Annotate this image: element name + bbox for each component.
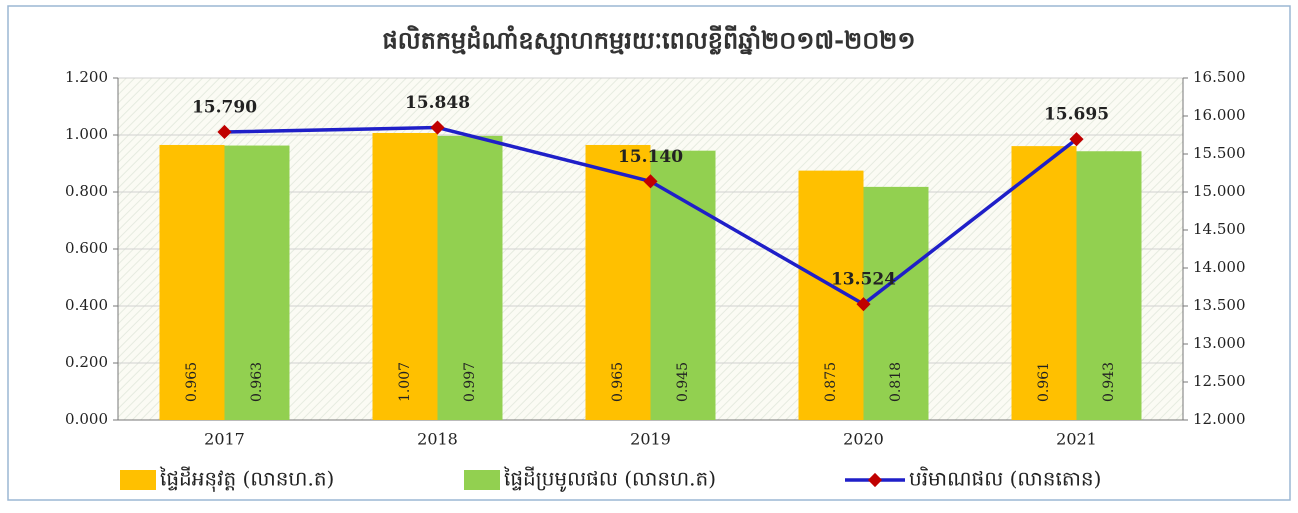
bar — [650, 150, 716, 421]
bar-value-label: 1.007 — [397, 362, 413, 402]
marker — [430, 120, 445, 135]
bar — [863, 186, 929, 420]
bar — [1011, 146, 1077, 421]
bar — [585, 144, 651, 420]
x-tick-label: 2021 — [1056, 430, 1097, 449]
legend-label: ផ្ទៃដីអនុវត្ត (លានហ.ត) — [159, 466, 334, 493]
y-tick-label: 0.600 — [65, 239, 108, 257]
x-tick-label: 2018 — [417, 430, 458, 449]
line-value-label: 15.140 — [618, 147, 683, 167]
y-tick-label: 1.000 — [65, 125, 108, 143]
y-tick-label: 0.800 — [65, 182, 108, 200]
marker — [856, 297, 871, 312]
bar-value-label: 0.818 — [888, 362, 904, 402]
bar-value-label: 0.945 — [675, 362, 691, 402]
bar — [372, 133, 438, 420]
x-tick-label: 2020 — [843, 430, 884, 449]
y-tick-label: 0.200 — [65, 353, 108, 371]
line-value-label: 15.848 — [405, 93, 470, 113]
y2-tick-label: 14.500 — [1193, 220, 1246, 238]
y2-tick-label: 13.000 — [1193, 334, 1246, 352]
y2-tick-label: 16.500 — [1193, 68, 1246, 86]
y2-tick-label: 16.000 — [1193, 106, 1246, 124]
y2-tick-label: 13.500 — [1193, 296, 1246, 314]
line-value-label: 15.695 — [1044, 105, 1109, 125]
bar-value-label: 0.965 — [184, 362, 200, 402]
bar — [1076, 151, 1142, 420]
chart-title: ផលិតកម្មដំណាំឧស្សាហកម្មរយៈពេលខ្លីពីឆ្នាំ… — [382, 25, 915, 56]
legend-swatch — [120, 470, 156, 490]
marker — [217, 124, 232, 140]
bar-value-label: 0.965 — [610, 362, 626, 402]
bar — [224, 145, 290, 421]
bar-value-label: 0.997 — [462, 362, 478, 402]
legend-label: បរិមាណផល (លានតោន) — [909, 466, 1101, 491]
y2-tick-label: 12.500 — [1193, 372, 1246, 390]
marker — [643, 174, 658, 189]
y-tick-label: 1.200 — [65, 68, 108, 86]
bar-value-label: 0.961 — [1036, 362, 1052, 402]
bar — [798, 170, 864, 420]
y2-tick-label: 15.000 — [1193, 182, 1246, 200]
y2-tick-label: 15.500 — [1193, 144, 1246, 162]
legend-label: ផ្ទៃដីប្រមូលផល (លានហ.ត) — [503, 466, 716, 493]
y2-tick-label: 12.000 — [1193, 410, 1246, 428]
line-value-label: 13.524 — [831, 270, 896, 290]
y2-tick-label: 14.000 — [1193, 258, 1246, 276]
legend-swatch — [464, 470, 500, 490]
marker — [1069, 132, 1084, 147]
x-tick-label: 2017 — [204, 430, 245, 449]
y-tick-label: 0.400 — [65, 296, 108, 314]
bar-value-label: 0.963 — [249, 362, 265, 402]
x-tick-label: 2019 — [630, 430, 671, 449]
bar-value-label: 0.875 — [823, 362, 839, 402]
bar — [159, 144, 225, 420]
bar-value-label: 0.943 — [1101, 362, 1117, 402]
y-tick-label: 0.000 — [65, 410, 108, 428]
bar — [437, 135, 503, 421]
legend-marker — [867, 472, 883, 488]
line-value-label: 15.790 — [192, 97, 257, 117]
